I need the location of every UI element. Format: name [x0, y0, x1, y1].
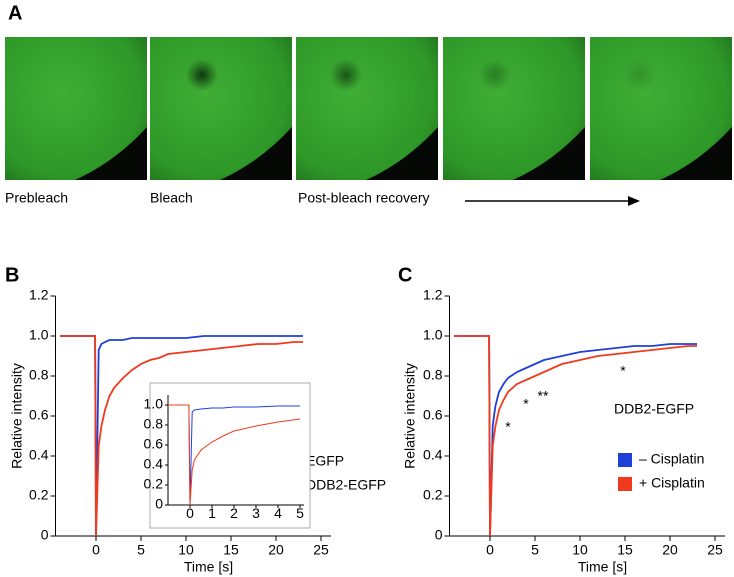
x-tick-label: 25: [313, 542, 329, 558]
data-line: [168, 404, 301, 506]
x-tick-label: 20: [268, 542, 284, 558]
x-tick-label: 5: [137, 542, 145, 558]
image-caption: Bleach: [150, 190, 193, 206]
x-tick-label: 3: [252, 505, 260, 521]
y-tick-label: 1.0: [423, 327, 443, 343]
annotation: *: [620, 363, 626, 379]
y-tick-label: 0.6: [144, 436, 164, 452]
y-tick-label: 0.2: [423, 487, 443, 503]
y-tick-label: 1.2: [29, 287, 49, 303]
panel-label: B: [5, 264, 19, 286]
y-axis-label: Relative intensity: [402, 363, 418, 469]
legend-label: – Cisplatin: [639, 451, 704, 467]
legend-swatch: [618, 453, 632, 467]
arrow: [465, 196, 640, 206]
x-axis-label: Time [s]: [578, 559, 627, 575]
y-tick-label: 0.4: [144, 456, 164, 472]
y-tick-label: 0.4: [423, 447, 443, 463]
x-tick-label: 4: [274, 505, 282, 521]
x-tick-label: 0: [92, 542, 100, 558]
x-tick-label: 15: [617, 542, 633, 558]
x-tick-label: 5: [296, 505, 304, 521]
y-tick-label: 0: [41, 527, 49, 543]
legend-label: + Cisplatin: [639, 475, 705, 491]
panel-label: C: [398, 264, 412, 286]
legend-swatch: [618, 477, 632, 491]
y-tick-label: 0.8: [29, 367, 49, 383]
legend-label: DDB2-EGFP: [306, 477, 386, 493]
x-tick-label: 0: [186, 505, 194, 521]
x-tick-label: 5: [531, 542, 539, 558]
x-tick-label: 25: [707, 542, 723, 558]
micrographs: [5, 37, 732, 180]
y-tick-label: 1.0: [144, 396, 164, 412]
y-tick-label: 0.6: [29, 407, 49, 423]
data-line: [60, 335, 303, 537]
x-tick-label: 10: [178, 542, 194, 558]
annotation: *: [505, 419, 511, 435]
y-tick-label: 0: [435, 527, 443, 543]
x-tick-label: 15: [223, 542, 239, 558]
y-tick-label: 0.4: [29, 447, 49, 463]
x-tick-label: 20: [662, 542, 678, 558]
y-tick-label: 1.0: [29, 327, 49, 343]
y-tick-label: 0.2: [144, 476, 164, 492]
y-tick-label: 0.6: [423, 407, 443, 423]
legend-label: EGFP: [306, 453, 344, 469]
annotation: DDB2-EGFP: [614, 401, 694, 417]
y-tick-label: 0.8: [144, 416, 164, 432]
y-tick-label: 0.8: [423, 367, 443, 383]
image-caption: Post-bleach recovery: [298, 190, 430, 206]
y-tick-label: 0.2: [29, 487, 49, 503]
data-line: [454, 335, 697, 537]
x-tick-label: 0: [486, 542, 494, 558]
y-tick-label: 0: [155, 496, 163, 512]
annotation: **: [538, 388, 549, 404]
annotation: *: [523, 396, 529, 412]
x-tick-label: 1: [208, 505, 216, 521]
image-caption: Prebleach: [5, 190, 68, 206]
x-axis-label: Time [s]: [184, 559, 233, 575]
x-tick-label: 2: [230, 505, 238, 521]
x-tick-label: 10: [572, 542, 588, 558]
panel-label: A: [8, 2, 22, 24]
y-tick-label: 1.2: [423, 287, 443, 303]
y-axis-label: Relative intensity: [9, 363, 25, 469]
